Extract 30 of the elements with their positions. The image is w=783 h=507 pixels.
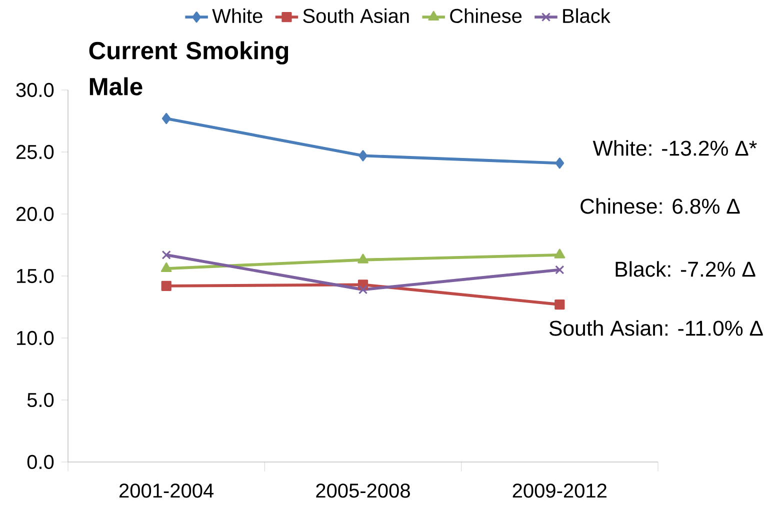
y-tick-label: 0.0: [27, 454, 54, 470]
annotation: South Asian: -11.0% Δ: [549, 320, 763, 336]
point: [161, 280, 172, 291]
annotation: Chinese: 6.8% Δ: [580, 198, 740, 214]
y-tick-label: 10.0: [17, 330, 54, 346]
annotation: White: -13.2% Δ*: [592, 140, 757, 156]
point: [162, 112, 171, 124]
point: [162, 250, 171, 260]
y-tick-label: 15.0: [17, 268, 54, 284]
point: [160, 262, 172, 272]
point: [554, 248, 566, 258]
y-tick-label: 30.0: [16, 82, 54, 98]
y-tick-label: 25.0: [16, 144, 54, 160]
point: [555, 265, 564, 274]
x-tick-label: 2009-2012: [512, 484, 606, 498]
y-tick-label: 20.0: [16, 206, 54, 222]
legend-label: South Asian: [303, 8, 409, 24]
point: [555, 158, 564, 169]
point: [358, 254, 368, 264]
point: [358, 285, 368, 294]
legend-label: Chinese: [450, 8, 522, 24]
legend-label: Black: [563, 8, 610, 24]
point: [358, 150, 368, 162]
x-tick-label: 2005-2008: [316, 484, 410, 498]
chart-title: Current Smoking Male: [89, 41, 288, 96]
annotation: Black: -7.2% Δ: [616, 261, 756, 277]
y-tick-label: 5.0: [27, 392, 54, 408]
point: [554, 299, 565, 310]
legend-label: White: [212, 8, 262, 24]
x-tick-label: 2001-2004: [120, 484, 214, 498]
